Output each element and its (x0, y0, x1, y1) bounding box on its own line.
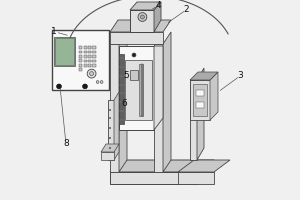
Bar (88, 60, 91, 62)
Polygon shape (119, 32, 127, 172)
Circle shape (140, 15, 144, 19)
Bar (79, 68, 82, 71)
Circle shape (109, 117, 111, 119)
Circle shape (90, 72, 94, 76)
Bar (88, 46, 91, 49)
Polygon shape (114, 92, 119, 160)
Polygon shape (178, 160, 230, 172)
Text: 3: 3 (237, 72, 243, 80)
Bar (84, 46, 87, 49)
Text: 2: 2 (183, 5, 189, 15)
Bar (196, 102, 204, 108)
Circle shape (100, 81, 103, 83)
Bar (52, 30, 109, 90)
Bar (92, 55, 96, 58)
Circle shape (82, 84, 87, 89)
Polygon shape (110, 44, 119, 172)
Polygon shape (130, 2, 161, 10)
Polygon shape (178, 172, 214, 184)
Bar (92, 51, 96, 53)
Bar (139, 64, 143, 116)
Polygon shape (119, 54, 124, 124)
Circle shape (109, 127, 111, 129)
Polygon shape (154, 44, 163, 172)
Bar (84, 51, 87, 53)
Circle shape (87, 69, 96, 78)
Polygon shape (190, 80, 210, 120)
Text: 8: 8 (63, 140, 69, 148)
Polygon shape (154, 46, 163, 130)
Bar (92, 46, 96, 49)
Polygon shape (154, 2, 161, 32)
Polygon shape (198, 160, 214, 184)
Circle shape (57, 84, 62, 89)
Circle shape (138, 13, 147, 21)
Polygon shape (130, 70, 138, 80)
Bar (84, 60, 87, 62)
Circle shape (96, 81, 99, 83)
Bar (92, 60, 96, 62)
Bar (84, 55, 87, 58)
Text: 5: 5 (123, 72, 129, 80)
Polygon shape (210, 72, 218, 120)
Bar (88, 64, 91, 67)
Bar (79, 51, 82, 53)
Text: 4: 4 (155, 1, 161, 10)
Circle shape (132, 53, 136, 57)
Polygon shape (110, 32, 163, 44)
Bar (79, 59, 82, 62)
Polygon shape (108, 100, 114, 160)
Polygon shape (101, 152, 114, 160)
Bar (125, 60, 152, 120)
Bar (141, 64, 143, 116)
Polygon shape (197, 68, 204, 160)
Polygon shape (190, 72, 218, 80)
Polygon shape (101, 144, 119, 152)
Bar (56, 38, 74, 65)
Bar (54, 37, 75, 66)
Bar (196, 90, 204, 96)
Circle shape (109, 147, 111, 149)
Bar (88, 51, 91, 53)
Polygon shape (193, 84, 207, 116)
Circle shape (109, 137, 111, 139)
Polygon shape (110, 172, 198, 184)
Polygon shape (110, 20, 171, 32)
Bar (88, 55, 91, 58)
Polygon shape (130, 10, 154, 32)
Bar (79, 55, 82, 58)
Polygon shape (119, 46, 154, 130)
Bar (84, 64, 87, 67)
Text: 6: 6 (121, 99, 127, 108)
Polygon shape (190, 80, 197, 160)
Polygon shape (163, 32, 171, 172)
Circle shape (109, 109, 111, 111)
Text: 1: 1 (51, 27, 56, 36)
Bar (79, 64, 82, 67)
Bar (92, 64, 96, 67)
Bar (79, 46, 82, 49)
Polygon shape (110, 160, 214, 172)
